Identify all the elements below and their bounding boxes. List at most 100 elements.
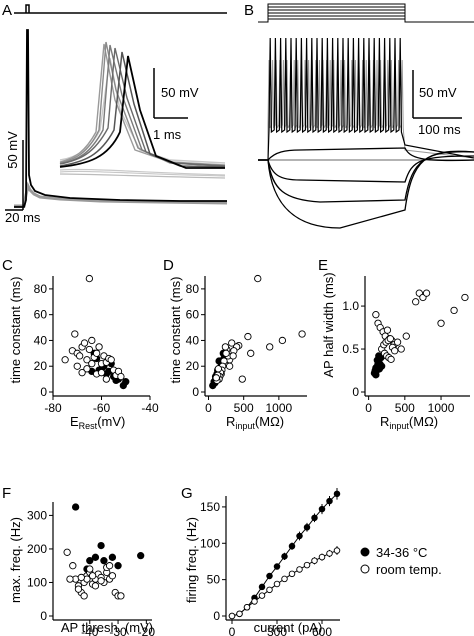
chart-g-point-filled bbox=[288, 542, 296, 550]
chart-g-ytick-label: 100 bbox=[200, 536, 220, 550]
chart-f-xtick-label: -20 bbox=[138, 625, 156, 636]
chart-g-point-open bbox=[318, 553, 326, 561]
chart-c-point-open bbox=[85, 274, 94, 283]
chart-g-point-filled bbox=[273, 563, 281, 570]
chart-g-point-open bbox=[311, 557, 318, 564]
panel-label-b: B bbox=[244, 2, 254, 19]
chart-f-point-filled bbox=[108, 553, 117, 561]
stimulus-steps-b bbox=[258, 3, 474, 23]
chart-d-point-open bbox=[221, 343, 230, 351]
chart-c-point-open bbox=[61, 356, 69, 364]
chart-e-point-open bbox=[402, 332, 410, 340]
chart-c: -80 -60 -40 0 20 40 60 80 time constant (ms) ER… bbox=[8, 274, 159, 431]
chart-g-point-filled bbox=[333, 490, 341, 498]
chart-d-point-open bbox=[247, 349, 255, 357]
chart-f-point-open bbox=[88, 572, 97, 580]
chart-e-point-open bbox=[450, 306, 458, 315]
panel-label-a: A bbox=[2, 2, 12, 19]
inset-traces-a bbox=[59, 41, 226, 179]
chart-e-point-open bbox=[386, 335, 394, 343]
chart-g-ylabel: firing freq. (Hz) bbox=[184, 517, 199, 603]
chart-c-point-open bbox=[80, 339, 89, 347]
chart-d-point-open bbox=[212, 374, 220, 382]
chart-f-point-open bbox=[77, 573, 85, 582]
chart-g-point-filled bbox=[296, 532, 303, 540]
chart-g-point-filled bbox=[281, 553, 288, 560]
chart-f-ytick-label: 100 bbox=[27, 575, 47, 589]
chart-d-ylabel: time constant (ms) bbox=[168, 277, 183, 384]
chart-g-point-open bbox=[281, 575, 288, 583]
chart-f-point-filled bbox=[97, 541, 105, 550]
chart-e-point-open bbox=[372, 311, 380, 319]
chart-d-marks: 0 500 1000 0 20 40 60 80 bbox=[186, 274, 307, 415]
chart-c-point-open bbox=[71, 330, 79, 338]
chart-e-xtick-label: 1000 bbox=[428, 401, 455, 415]
chart-g-point-open bbox=[303, 561, 311, 569]
chart-d-point-open bbox=[244, 332, 252, 341]
chart-c-ytick-label: 0 bbox=[40, 385, 47, 399]
chart-d-ytick-label: 80 bbox=[186, 282, 200, 296]
legend-marker-warm bbox=[360, 547, 370, 557]
panel-label-c: C bbox=[2, 257, 13, 274]
chart-g-point-open bbox=[296, 566, 303, 573]
chart-g-point-open bbox=[266, 586, 273, 594]
chart-c-point-open bbox=[88, 336, 96, 345]
chart-f-point-filled bbox=[86, 557, 94, 565]
chart-g-point-open bbox=[333, 547, 341, 554]
chart-e-point-open bbox=[393, 338, 402, 346]
chart-c-point-open bbox=[78, 369, 86, 377]
chart-d-xlabel-main: R bbox=[226, 414, 235, 429]
chart-g-point-open bbox=[228, 612, 236, 620]
chart-e-point-open bbox=[387, 355, 395, 363]
chart-g-marks: 0 300 600 0 50 100 150 bbox=[200, 488, 341, 636]
chart-g-point-filled bbox=[326, 497, 333, 505]
legend-label-room: room temp. bbox=[376, 562, 442, 577]
chart-e-xtick-label: 500 bbox=[395, 401, 415, 415]
chart-e-marks: 0 500 1000 0 0.5 1.0 bbox=[342, 276, 470, 415]
chart-c-xtick-label: -40 bbox=[141, 401, 159, 415]
chart-f-point-open bbox=[86, 565, 94, 573]
chart-c-xlabel-unit: (mV) bbox=[97, 414, 125, 429]
scalebar-horizontal-label-a: 20 ms bbox=[5, 210, 41, 225]
chart-f-ylabel: max. freq. (Hz) bbox=[8, 517, 23, 603]
panel-label-d: D bbox=[163, 257, 174, 274]
chart-e-ytick-label: 1.0 bbox=[342, 299, 359, 313]
chart-d-point-open bbox=[266, 343, 274, 351]
chart-f-xtick-label: -30 bbox=[109, 625, 127, 636]
chart-f-ytick-label: 0 bbox=[40, 609, 47, 623]
chart-g-point-filled bbox=[318, 505, 326, 513]
chart-g-xtick-label: 0 bbox=[229, 625, 236, 636]
chart-c-xtick-label: -60 bbox=[93, 401, 111, 415]
chart-d-ytick-label: 0 bbox=[192, 385, 199, 399]
spike-train-black-b bbox=[258, 37, 474, 161]
chart-c-ytick-label: 60 bbox=[34, 308, 48, 322]
chart-f-point-filled bbox=[137, 551, 145, 560]
chart-d-point-open bbox=[254, 274, 262, 283]
chart-d-point-open bbox=[228, 339, 236, 347]
chart-d-point-open bbox=[229, 352, 237, 360]
chart-e: 0 500 1000 0 0.5 1.0 AP half width (ms) Rinpu… bbox=[321, 272, 470, 431]
chart-f-point-open bbox=[63, 548, 71, 556]
scalebar-vertical-label-b: 50 mV bbox=[419, 85, 457, 100]
chart-c-ytick-label: 80 bbox=[34, 282, 48, 296]
chart-d-xlabel-sub: input bbox=[235, 421, 255, 431]
trace-black-a bbox=[14, 29, 227, 208]
chart-g-ytick-label: 150 bbox=[200, 500, 220, 514]
chart-e-xlabel-main: R bbox=[380, 414, 389, 429]
chart-f-point-open bbox=[105, 562, 114, 570]
chart-e-point-open bbox=[397, 345, 405, 353]
chart-d-point-open bbox=[298, 330, 306, 338]
chart-g-point-filled bbox=[266, 572, 273, 580]
chart-c-point-filled bbox=[122, 378, 130, 386]
chart-g-point-open bbox=[273, 580, 281, 588]
chart-g-xtick-label: 300 bbox=[267, 625, 287, 636]
chart-d: 0 500 1000 0 20 40 60 80 time constant (ms) Rin… bbox=[168, 274, 307, 431]
chart-f-point-filled bbox=[114, 562, 122, 570]
chart-e-xtick-label: 0 bbox=[365, 401, 372, 415]
chart-c-point-open bbox=[97, 369, 106, 377]
chart-f-point-open bbox=[91, 582, 100, 590]
chart-g-point-open bbox=[236, 610, 243, 618]
chart-g-point-open bbox=[251, 598, 258, 605]
chart-c-ytick-label: 40 bbox=[34, 333, 48, 347]
chart-g-point-filled bbox=[311, 514, 318, 522]
